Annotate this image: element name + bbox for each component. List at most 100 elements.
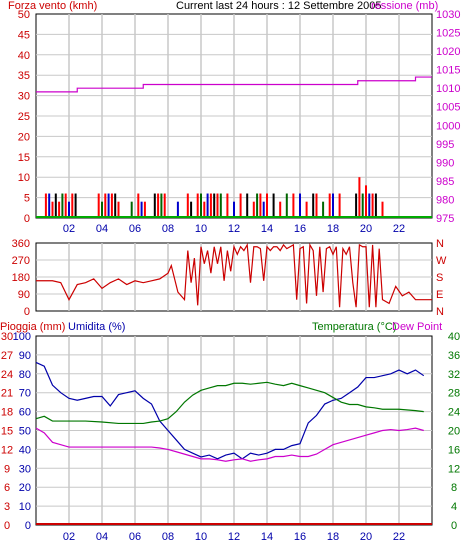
- wind-bar: [285, 193, 288, 218]
- pressure-ytick-1025: 1025: [436, 28, 460, 40]
- wind-bar: [259, 193, 262, 218]
- wind-xtick-08: 08: [162, 223, 174, 235]
- dir-ytick-0: 0: [24, 306, 30, 318]
- climate-xtick-22: 22: [393, 531, 405, 543]
- temp-ytick-36: 36: [448, 350, 460, 362]
- dir-compass-0: N: [436, 238, 444, 250]
- wind-bar: [97, 193, 100, 218]
- wind-bar: [51, 201, 54, 218]
- climate-xtick-04: 04: [96, 531, 108, 543]
- wind-bar: [252, 201, 255, 218]
- wind-xtick-20: 20: [360, 223, 372, 235]
- wind-bar: [206, 193, 209, 218]
- wind-label: Forza vento (kmh): [8, 0, 98, 12]
- wind-bar: [64, 193, 67, 218]
- dewpoint-line: [35, 427, 424, 462]
- humidity-label: Umidita (%): [68, 321, 126, 333]
- dir-ytick-270: 270: [12, 255, 30, 267]
- wind-bar: [374, 193, 377, 218]
- rain-ytick-18: 18: [1, 407, 13, 419]
- wind-bar: [279, 201, 282, 218]
- wind-bar: [368, 193, 371, 218]
- wind-bar: [328, 193, 331, 218]
- dir-compass-2: S: [436, 272, 443, 284]
- wind-bar: [74, 193, 77, 218]
- humidity-ytick-50: 50: [19, 426, 31, 438]
- wind-bar: [143, 201, 146, 218]
- wind-bar: [186, 193, 189, 218]
- wind-bar: [190, 201, 193, 218]
- wind-bar: [153, 193, 156, 218]
- wind-bar: [371, 193, 374, 218]
- pressure-label: ressione (mb): [371, 0, 439, 12]
- wind-bar: [338, 193, 341, 218]
- climate-xtick-10: 10: [195, 531, 207, 543]
- wind-ytick-0: 0: [24, 213, 30, 225]
- wind-bar: [332, 193, 334, 218]
- wind-bar: [157, 193, 160, 218]
- wind-bar: [117, 201, 120, 218]
- chart-title: Current last 24 hours : 12 Settembre 200…: [176, 0, 382, 12]
- temperature-label: Temperatura (°C): [312, 321, 397, 333]
- rain-ytick-24: 24: [1, 369, 13, 381]
- wind-bar: [312, 193, 315, 218]
- humidity-ytick-60: 60: [19, 407, 31, 419]
- temp-ytick-24: 24: [448, 407, 460, 419]
- wind-bar: [58, 201, 61, 218]
- climate-xtick-06: 06: [129, 531, 141, 543]
- dir-compass-3: E: [436, 289, 443, 301]
- wind-bar: [213, 193, 216, 218]
- rain-ytick-9: 9: [4, 463, 10, 475]
- humidity-ytick-100: 100: [13, 331, 31, 343]
- humidity-ytick-70: 70: [19, 388, 31, 400]
- wind-bar: [140, 201, 143, 218]
- wind-bar: [216, 193, 219, 218]
- wind-bar: [104, 193, 107, 218]
- wind-bar: [176, 201, 179, 218]
- climate-xtick-16: 16: [294, 531, 306, 543]
- wind-bar: [137, 193, 140, 218]
- wind-xtick-16: 16: [294, 223, 306, 235]
- wind-bar: [61, 193, 64, 218]
- pressure-ytick-1015: 1015: [436, 65, 460, 77]
- pressure-ytick-1010: 1010: [436, 83, 460, 95]
- humidity-ytick-20: 20: [19, 482, 31, 494]
- temp-ytick-28: 28: [448, 388, 460, 400]
- wind-xtick-10: 10: [195, 223, 207, 235]
- climate-xtick-08: 08: [162, 531, 174, 543]
- wind-bar: [246, 193, 249, 218]
- climate-xtick-18: 18: [327, 531, 339, 543]
- pressure-ytick-975: 975: [436, 213, 454, 225]
- wind-ytick-50: 50: [18, 9, 30, 21]
- pressure-ytick-1030: 1030: [436, 9, 460, 21]
- rain-ytick-21: 21: [1, 388, 13, 400]
- humidity-ytick-10: 10: [19, 501, 31, 513]
- pressure-ytick-1000: 1000: [436, 120, 460, 132]
- wind-bar: [358, 177, 361, 218]
- wind-bar: [239, 193, 242, 218]
- wind-bar: [256, 193, 259, 218]
- wind-bar: [262, 201, 265, 218]
- temperature-line: [35, 381, 424, 425]
- humidity-ytick-80: 80: [19, 369, 31, 381]
- wind-bar: [160, 193, 163, 218]
- rain-ytick-3: 3: [4, 501, 10, 513]
- wind-bar: [71, 193, 74, 218]
- wind-bar: [226, 193, 229, 218]
- temp-ytick-12: 12: [448, 463, 460, 475]
- wind-ytick-45: 45: [18, 29, 30, 41]
- wind-bar: [107, 193, 110, 218]
- climate-xtick-20: 20: [360, 531, 372, 543]
- wind-bar: [305, 201, 308, 218]
- wind-bar: [361, 193, 364, 218]
- wind-bar: [266, 193, 268, 218]
- wind-xtick-12: 12: [228, 223, 240, 235]
- temp-ytick-32: 32: [448, 369, 460, 381]
- pressure-ytick-1020: 1020: [436, 46, 460, 58]
- dewpoint-label: Dew Point: [392, 321, 443, 333]
- wind-ytick-25: 25: [18, 111, 30, 123]
- humidity-ytick-30: 30: [19, 463, 31, 475]
- wind-bar: [381, 201, 384, 218]
